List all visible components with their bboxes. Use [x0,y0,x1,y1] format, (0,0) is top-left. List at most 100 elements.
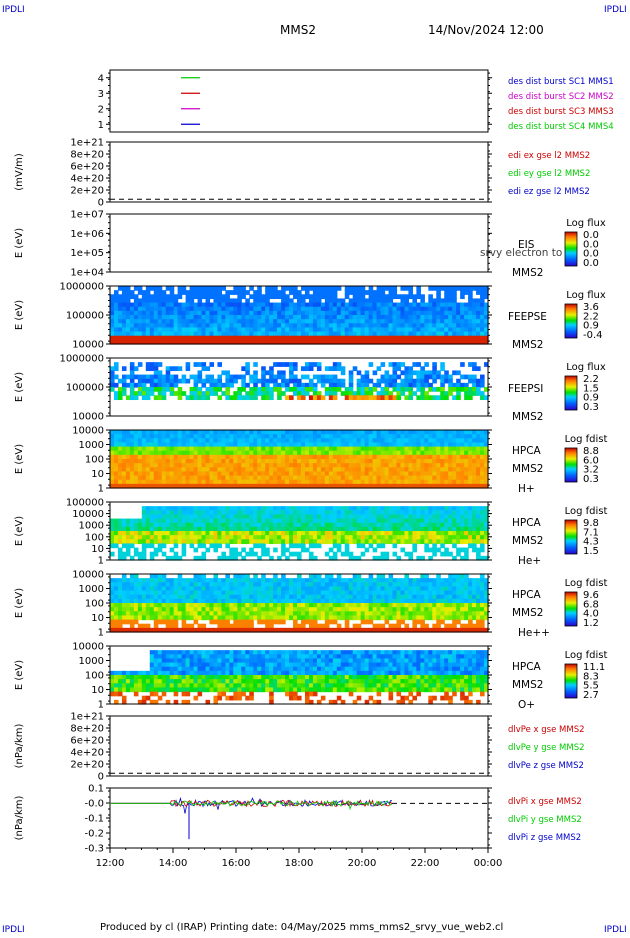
heatmap-cell [389,434,394,439]
heatmap-cell [146,531,151,536]
heatmap-cell [476,514,481,519]
heatmap-cell [269,582,274,587]
heatmap-cell [456,286,461,291]
heatmap-cell [142,307,147,312]
heatmap-cell [122,391,127,396]
heatmap-cell [245,455,250,460]
heatmap-cell [241,366,246,371]
heatmap-cell [444,327,449,332]
heatmap-cell [205,514,210,519]
heatmap-cell [400,307,405,312]
heatmap-cell [225,459,230,464]
heatmap-cell [381,307,386,312]
heatmap-cell [396,323,401,328]
heatmap-cell [393,552,398,557]
heatmap-cell [464,290,469,295]
heatmap-cell [464,539,469,544]
heatmap-cell [400,459,405,464]
heatmap-cell [198,438,203,443]
heatmap-cell [265,591,270,596]
heatmap-cell [182,286,187,291]
heatmap-cell [142,438,147,443]
heatmap-cell [186,615,191,620]
heatmap-cell [285,523,290,528]
heatmap-cell [221,607,226,612]
heatmap-cell [321,506,326,511]
heatmap-cell [209,539,214,544]
heatmap-cell [126,620,131,625]
heatmap-cell [265,451,270,456]
heatmap-cell [436,327,441,332]
heatmap-cell [249,611,254,616]
heatmap-cell [178,531,183,536]
heatmap-cell [190,535,195,540]
heatmap-cell [436,294,441,299]
heatmap-cell [257,327,262,332]
heatmap-cell [289,527,294,532]
heatmap-cell [122,471,127,476]
heatmap-cell [309,535,314,540]
heatmap-cell [118,332,123,337]
heatmap-cell [420,480,425,485]
heatmap-cell [269,311,274,316]
heatmap-cell [110,332,115,337]
heatmap-cell [273,375,278,380]
heatmap-cell [202,611,207,616]
heatmap-cell [138,480,143,485]
heatmap-cell [114,595,119,600]
heatmap-cell [408,531,413,536]
heatmap-cell [261,510,266,515]
heatmap-cell [202,327,207,332]
heatmap-cell [297,395,302,400]
heatmap-cell [225,607,230,612]
y-tick-label: 6e+20 [70,162,104,173]
heatmap-cell [162,615,167,620]
heatmap-cell [365,459,370,464]
heatmap-cell [476,467,481,472]
heatmap-cell [277,620,282,625]
heatmap-cell [253,615,258,620]
heatmap-cell [381,332,386,337]
heatmap-cell [257,510,262,515]
heatmap-cell [373,438,378,443]
heatmap-cell [468,455,473,460]
heatmap-cell [142,430,147,435]
heatmap-cell [182,552,187,557]
heatmap-cell [229,442,234,447]
heatmap-cell [385,510,390,515]
heatmap-cell [385,471,390,476]
heatmap-cell [317,362,322,367]
heatmap-cell [273,603,278,608]
heatmap-cell [357,391,362,396]
heatmap-cell [217,519,222,524]
heatmap-cell [313,332,318,337]
heatmap-cell [289,362,294,367]
heatmap-cell [301,327,306,332]
heatmap-cell [393,375,398,380]
heatmap-cell [261,603,266,608]
heatmap-cell [452,336,457,341]
heatmap-cell [170,294,175,299]
heatmap-cell [337,467,342,472]
heatmap-cell [361,319,366,324]
heatmap-cell [361,463,366,468]
heatmap-cell [233,531,238,536]
heatmap-cell [400,319,405,324]
heatmap-cell [424,430,429,435]
heatmap-cell [126,315,131,320]
heatmap-cell [138,591,143,596]
heatmap-cell [269,375,274,380]
heatmap-cell [436,455,441,460]
heatmap-cell [377,480,382,485]
heatmap-cell [178,430,183,435]
heatmap-cell [134,603,139,608]
heatmap-cell [353,395,358,400]
heatmap-cell [241,591,246,596]
heatmap-cell [452,430,457,435]
heatmap-cell [138,387,143,392]
heatmap-cell [357,387,362,392]
heatmap-cell [440,451,445,456]
heatmap-cell [444,311,449,316]
heatmap-cell [277,595,282,600]
